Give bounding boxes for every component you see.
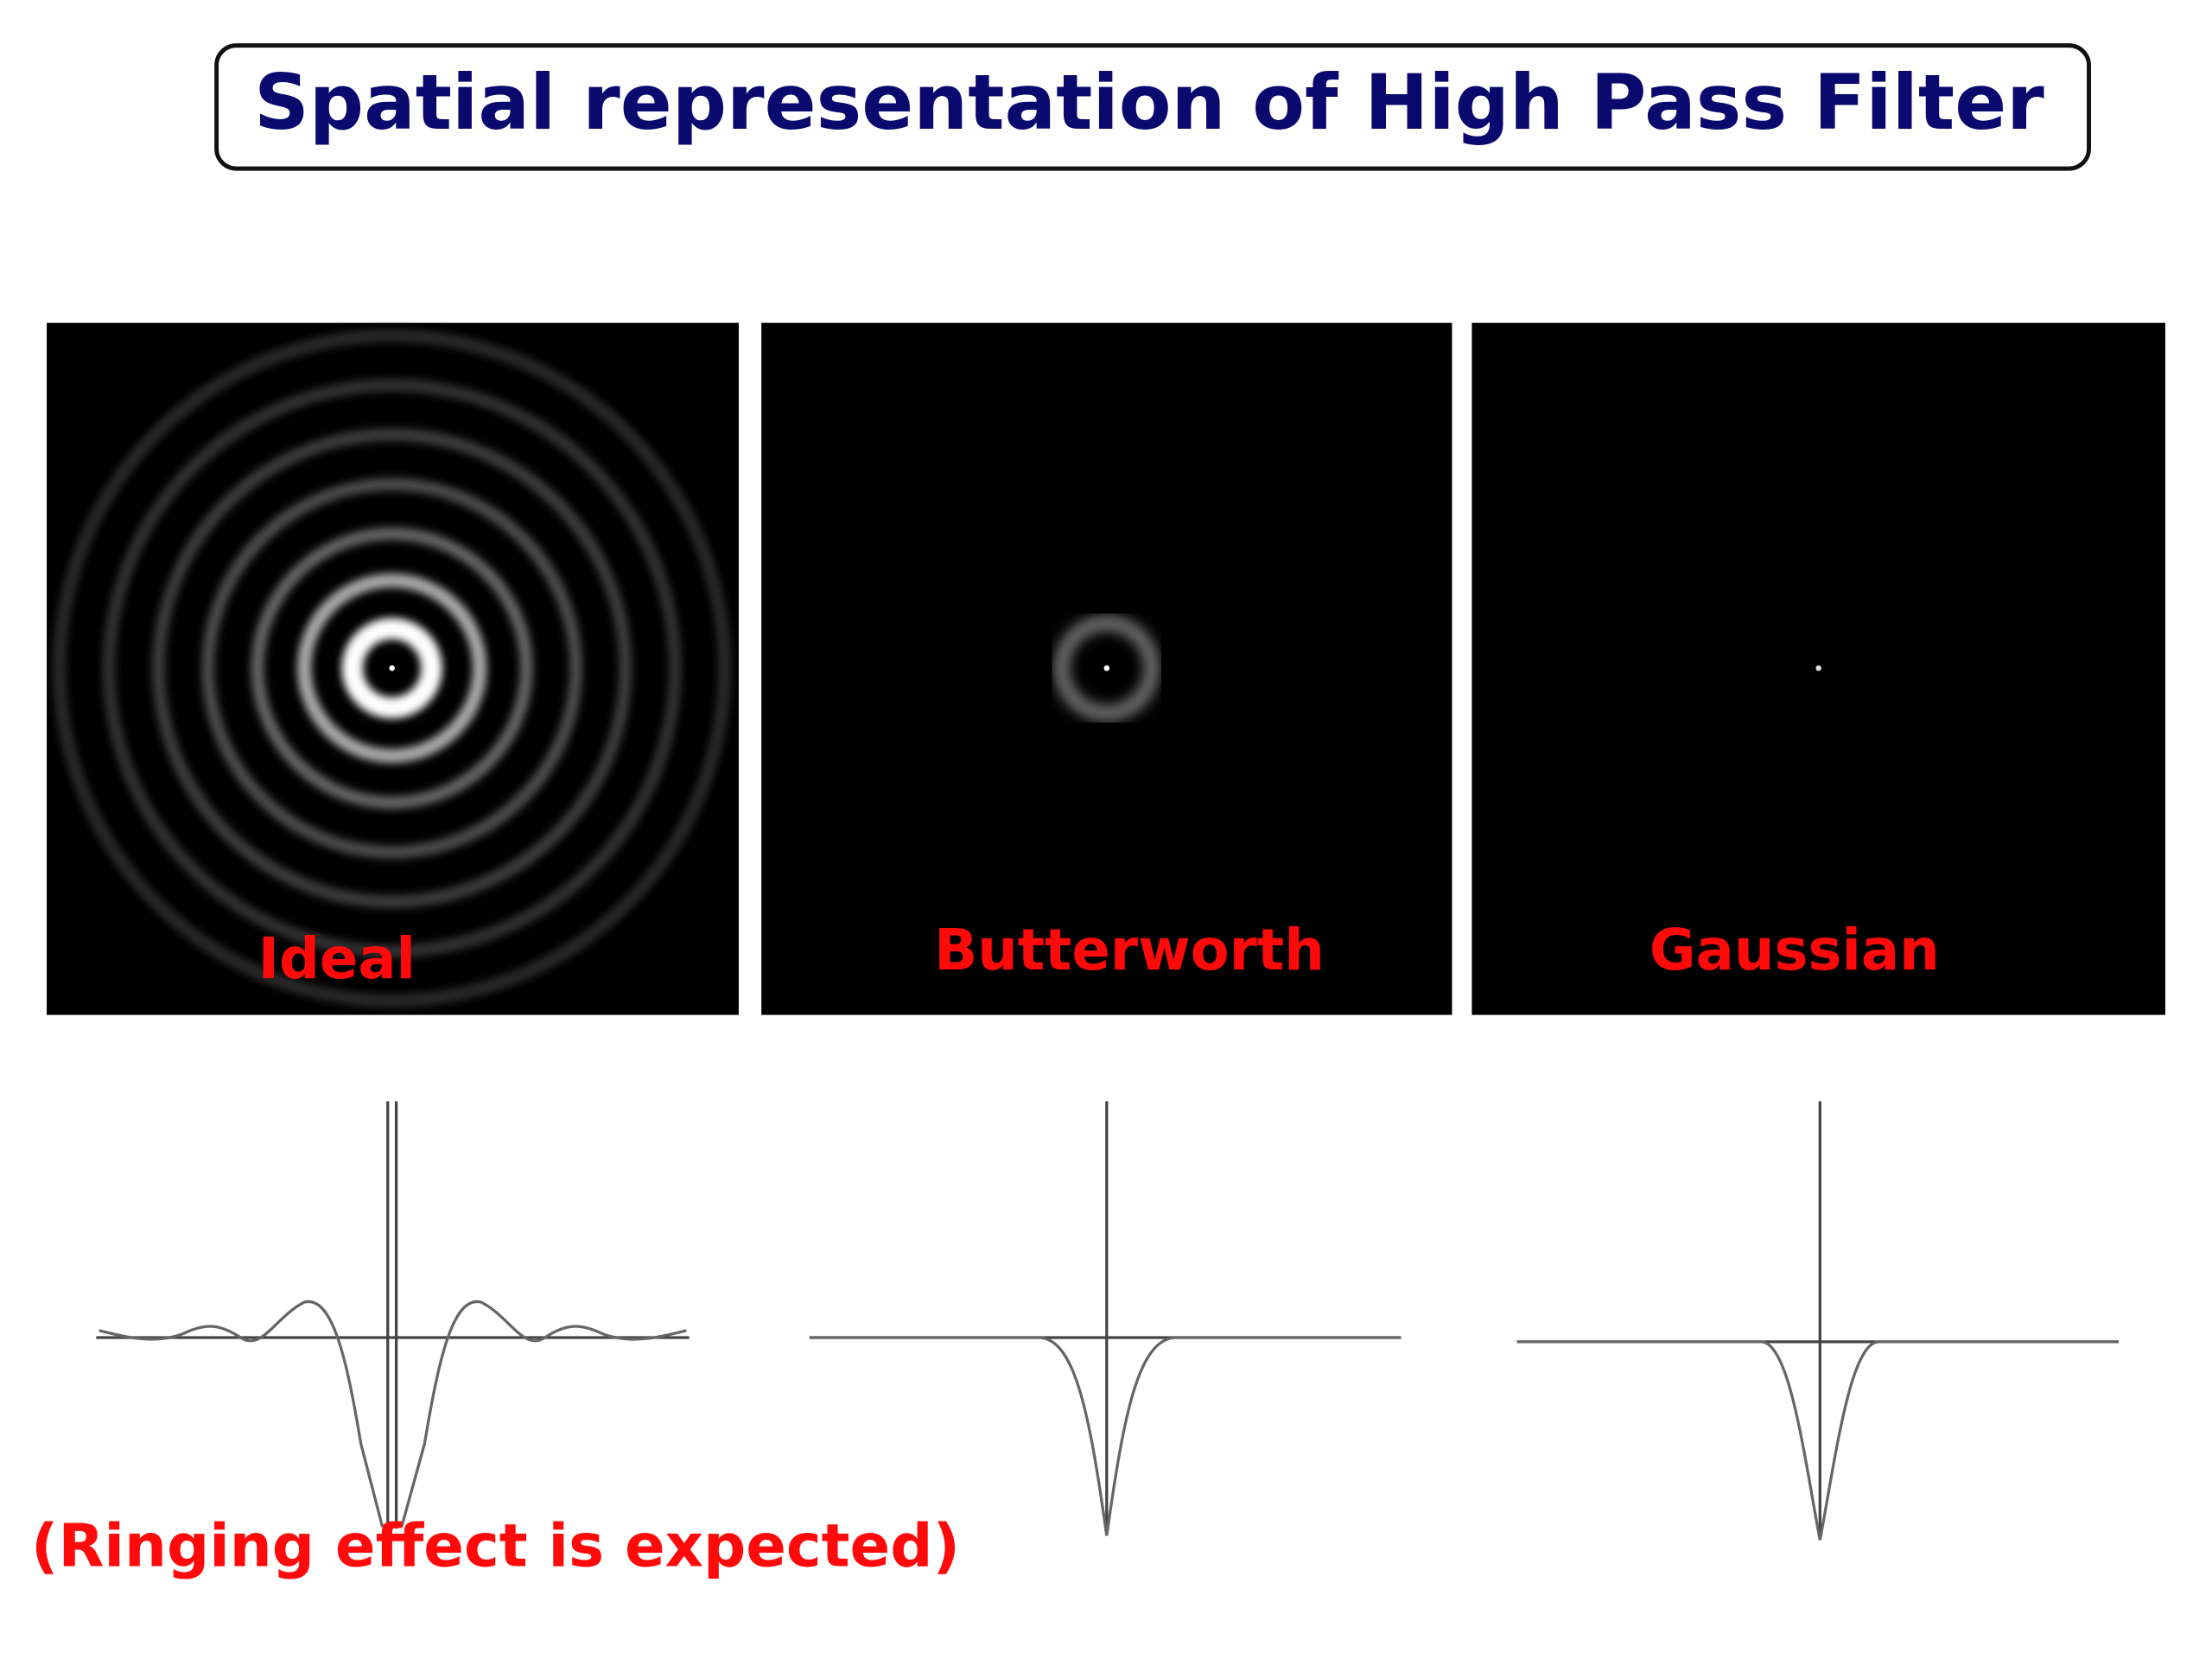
ideal-profile — [96, 1101, 690, 1529]
title: Spatial representation of High Pass Filt… — [254, 58, 2044, 147]
ideal-image — [47, 322, 739, 1015]
panel-label: Gaussian — [1649, 918, 1940, 983]
note: (Ringing effect is expected) — [31, 1512, 960, 1581]
panel-label: Ideal — [258, 926, 416, 992]
butterworth-image — [761, 322, 1452, 1015]
gaussian-image — [1471, 322, 2165, 1015]
butterworth-profile — [809, 1101, 1402, 1536]
gaussian-profile — [1516, 1101, 2119, 1541]
panel-label: Butterworth — [934, 918, 1325, 983]
title-box — [214, 43, 2091, 171]
